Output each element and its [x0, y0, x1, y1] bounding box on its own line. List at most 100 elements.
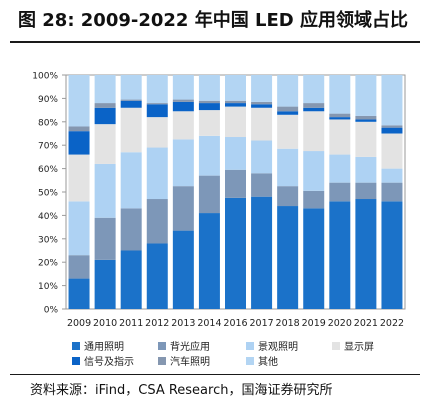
bar-segment [225, 197, 246, 309]
bar-segment [277, 206, 299, 309]
bar-segment [303, 208, 325, 309]
bar-segment [198, 135, 220, 176]
legend-label: 汽车照明 [170, 355, 210, 368]
bar-segment [146, 117, 168, 148]
legend-swatch [332, 342, 340, 350]
bar-segment [120, 152, 142, 209]
y-axis: 0% 10% 20% 30% 40% 50% 60% 70% 80% 90% 100% [32, 72, 66, 316]
bar-segment [355, 121, 377, 157]
bar-segment [94, 124, 116, 164]
legend-swatch [158, 342, 166, 350]
bar-segment [251, 173, 273, 197]
legend-swatch [246, 342, 254, 350]
x-tick-label: 2020 [328, 318, 352, 329]
y-tick-label: 60% [38, 165, 58, 175]
bar-segment [381, 127, 403, 134]
bar-segment [251, 140, 273, 174]
bar-segment [198, 175, 220, 214]
bar-segment [277, 114, 299, 149]
bar-segment [198, 213, 220, 309]
bar-segment [198, 75, 220, 101]
bar-segment [355, 119, 377, 122]
bar-segment [146, 199, 168, 244]
x-axis: 2009 2010 2011 2012 2013 2014 2016 2017 2018 2019… [67, 318, 404, 329]
bar-segment [68, 75, 90, 127]
bar-segment [94, 217, 116, 260]
bar-segment [68, 255, 90, 279]
legend-label: 信号及指示 [84, 355, 134, 368]
bar-segment [68, 126, 90, 132]
bar-segment [225, 103, 246, 107]
x-tick-label: 2016 [223, 318, 247, 329]
bar-segment [329, 113, 351, 118]
bar-segment [225, 106, 246, 138]
y-tick-label: 50% [38, 189, 58, 199]
bar-segment [251, 196, 273, 309]
x-tick-label: 2021 [354, 318, 378, 329]
bar-segment [172, 111, 194, 140]
bar-segment [251, 101, 273, 105]
bar-segment [94, 107, 116, 125]
source-note: 资料来源：iFind，CSA Research，国海证券研究所 [30, 383, 333, 398]
bar-segment [303, 151, 325, 191]
x-tick-label: 2017 [249, 318, 273, 329]
bar-segment [329, 154, 351, 183]
bar-segment [198, 103, 220, 111]
bar-segment [68, 278, 90, 309]
bar-segment [381, 133, 403, 169]
legend-swatch [72, 357, 80, 365]
y-tick-label: 100% [32, 72, 58, 82]
x-tick-label: 2012 [145, 318, 169, 329]
bar-segment [277, 111, 299, 115]
y-tick-label: 80% [38, 118, 58, 128]
bar-segment [94, 103, 116, 108]
x-tick-label: 2011 [119, 318, 143, 329]
bar-segment [94, 163, 116, 218]
x-tick-label: 2009 [67, 318, 91, 329]
bar-segment [277, 186, 299, 207]
bar-segment [225, 100, 246, 104]
x-tick-label: 2019 [302, 318, 326, 329]
bar-segment [355, 156, 377, 183]
bar-segment [146, 147, 168, 200]
y-tick-label: 70% [38, 142, 58, 152]
bar-segment [303, 190, 325, 209]
bar-segment [251, 104, 273, 108]
bar-segment [172, 186, 194, 231]
bar-segment [381, 182, 403, 202]
x-tick-label: 2018 [276, 318, 300, 329]
bar-segment [225, 75, 246, 101]
bar-segment [303, 107, 325, 112]
bar-segment [355, 115, 377, 120]
legend-swatch [246, 357, 254, 365]
bar-segment [172, 139, 194, 187]
figure-title: 图 28: 2009-2022 年中国 LED 应用领域占比 [18, 10, 408, 31]
bar-segment [146, 243, 168, 309]
y-tick-label: 30% [38, 235, 58, 245]
bar-segment [329, 182, 351, 202]
bar-segment [198, 110, 220, 136]
bar-segment [381, 201, 403, 309]
bar-segment [120, 75, 142, 100]
bar-segment [172, 230, 194, 309]
bar-segment [329, 119, 351, 155]
bar-segment [146, 104, 168, 118]
bar-segment [172, 99, 194, 102]
bar-segment [198, 100, 220, 104]
bar-segment [251, 107, 273, 141]
bar-segment [303, 103, 325, 108]
bar-segment [146, 75, 168, 104]
legend-label: 其他 [258, 355, 278, 368]
bar-segment [120, 99, 142, 101]
x-tick-label: 2010 [93, 318, 117, 329]
bar-segment [172, 75, 194, 100]
bar-segment [355, 199, 377, 309]
bar-segment [277, 75, 299, 107]
bar-segment [355, 75, 377, 116]
bar-segment [225, 169, 246, 198]
stacked-bar-chart: 0%10%20%30%40%50%60%70%80%90%100% 2009 20… [32, 72, 406, 368]
legend-label: 显示屏 [344, 341, 374, 353]
bar-segment [355, 182, 377, 200]
legend-swatch [72, 342, 80, 350]
